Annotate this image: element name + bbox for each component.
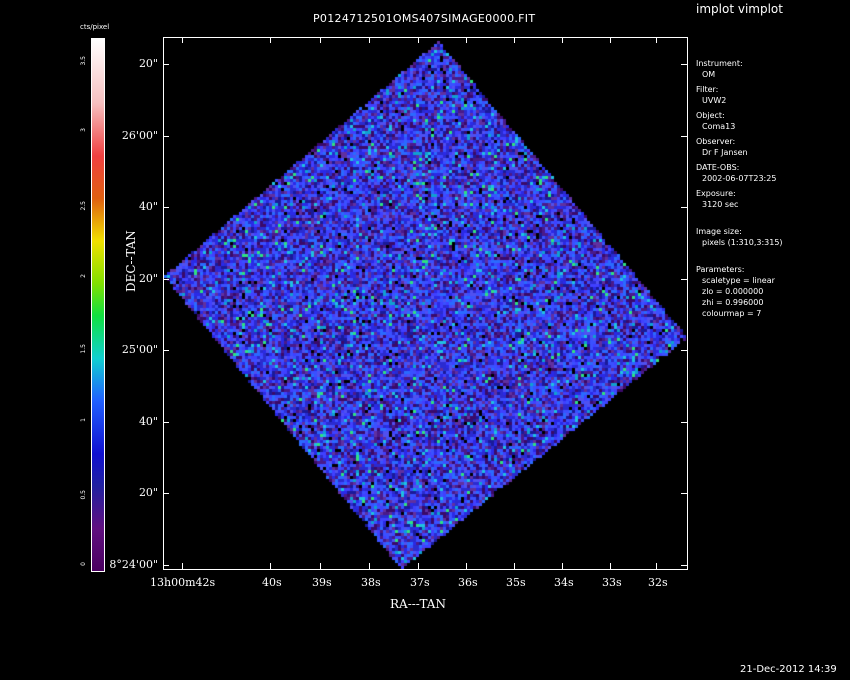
y-tick [163,565,169,566]
x-axis-title: RA---TAN [390,597,446,611]
filter-label: Filter: [696,85,719,94]
y-tick [163,422,169,423]
x-tick [182,563,183,569]
y-tick-label: 25'00" [121,343,158,356]
y-tick-right [681,207,687,208]
x-tick-top [466,37,467,43]
x-tick [320,563,321,569]
x-tick [466,563,467,569]
y-tick-right [681,422,687,423]
observer-value: Dr F Jansen [702,148,748,157]
y-tick [163,279,169,280]
colorbar-tick-label: 1 [80,418,87,422]
x-tick-top [182,37,183,43]
y-tick-label: 26'00" [121,129,158,142]
object-value: Coma13 [702,122,736,131]
plot-frame [163,37,688,570]
x-tick-label: 40s [262,576,282,589]
app-title: implot vimplot [696,2,783,16]
x-tick [610,563,611,569]
x-tick-top [418,37,419,43]
parameters-label: Parameters: [696,265,745,274]
plot-title: P0124712501OMS407SIMAGE0000.FIT [313,12,536,25]
colorbar-title: cts/pixel [80,23,110,31]
date-value: 2002-06-07T23:25 [702,174,777,183]
observer-label: Observer: [696,137,736,146]
y-tick [163,136,169,137]
exposure-value: 3120 sec [702,200,739,209]
date-label: DATE-OBS: [696,163,740,172]
x-tick-top [656,37,657,43]
x-tick-label: 38s [361,576,381,589]
info-panel: Instrument: OM Filter: UVW2 Object: Coma… [696,58,783,319]
x-tick-label: 32s [648,576,668,589]
x-tick-top [320,37,321,43]
colorbar-tick-label: 3.5 [80,56,87,66]
x-tick [562,563,563,569]
filter-value: UVW2 [702,96,727,105]
y-tick-label: 40" [138,200,158,213]
x-tick-label: 35s [506,576,526,589]
x-tick [514,563,515,569]
timestamp: 21-Dec-2012 14:39 [740,664,837,675]
x-tick-label: 34s [554,576,574,589]
y-tick-label: 20" [138,272,158,285]
instrument-value: OM [702,70,716,79]
exposure-label: Exposure: [696,189,736,198]
x-tick-top [270,37,271,43]
y-tick [163,64,169,65]
y-tick-label: 8°24'00" [109,558,158,571]
y-tick-label: 40" [138,415,158,428]
colorbar-tick-label: 2 [80,274,87,278]
colorbar-tick-label: 2.5 [80,201,87,211]
y-tick-right [681,565,687,566]
x-tick-label: 33s [602,576,622,589]
y-tick-right [681,136,687,137]
y-axis-title: DEC--TAN [124,230,138,292]
x-tick [656,563,657,569]
colorbar-tick-label: 3 [80,128,87,132]
x-tick-top [610,37,611,43]
y-tick-right [681,64,687,65]
x-tick-label: 39s [312,576,332,589]
x-tick [369,563,370,569]
colorbar [91,38,105,572]
param-scaletype: scaletype = linear [702,276,775,285]
colorbar-tick-label: 0.5 [80,490,87,500]
colorbar-tick-label: 1.5 [80,344,87,354]
image-size-value: pixels (1:310,3:315) [702,238,783,247]
x-tick [418,563,419,569]
y-tick-right [681,350,687,351]
image-canvas [164,38,687,569]
x-tick-top [562,37,563,43]
param-zlo: zlo = 0.000000 [702,287,764,296]
y-tick-right [681,279,687,280]
y-tick [163,493,169,494]
image-size-label: Image size: [696,227,742,236]
y-tick-right [681,493,687,494]
y-tick [163,207,169,208]
y-tick-label: 20" [138,57,158,70]
x-tick-top [369,37,370,43]
x-tick-label: 37s [410,576,430,589]
x-tick-top [514,37,515,43]
y-tick [163,350,169,351]
param-colourmap: colourmap = 7 [702,309,762,318]
x-tick-label: 36s [458,576,478,589]
colorbar-tick-label: 0 [80,562,87,566]
y-tick-label: 20" [138,486,158,499]
x-tick-label: 13h00m42s [150,576,216,589]
param-zhi: zhi = 0.996000 [702,298,764,307]
object-label: Object: [696,111,725,120]
x-tick [270,563,271,569]
instrument-label: Instrument: [696,59,743,68]
